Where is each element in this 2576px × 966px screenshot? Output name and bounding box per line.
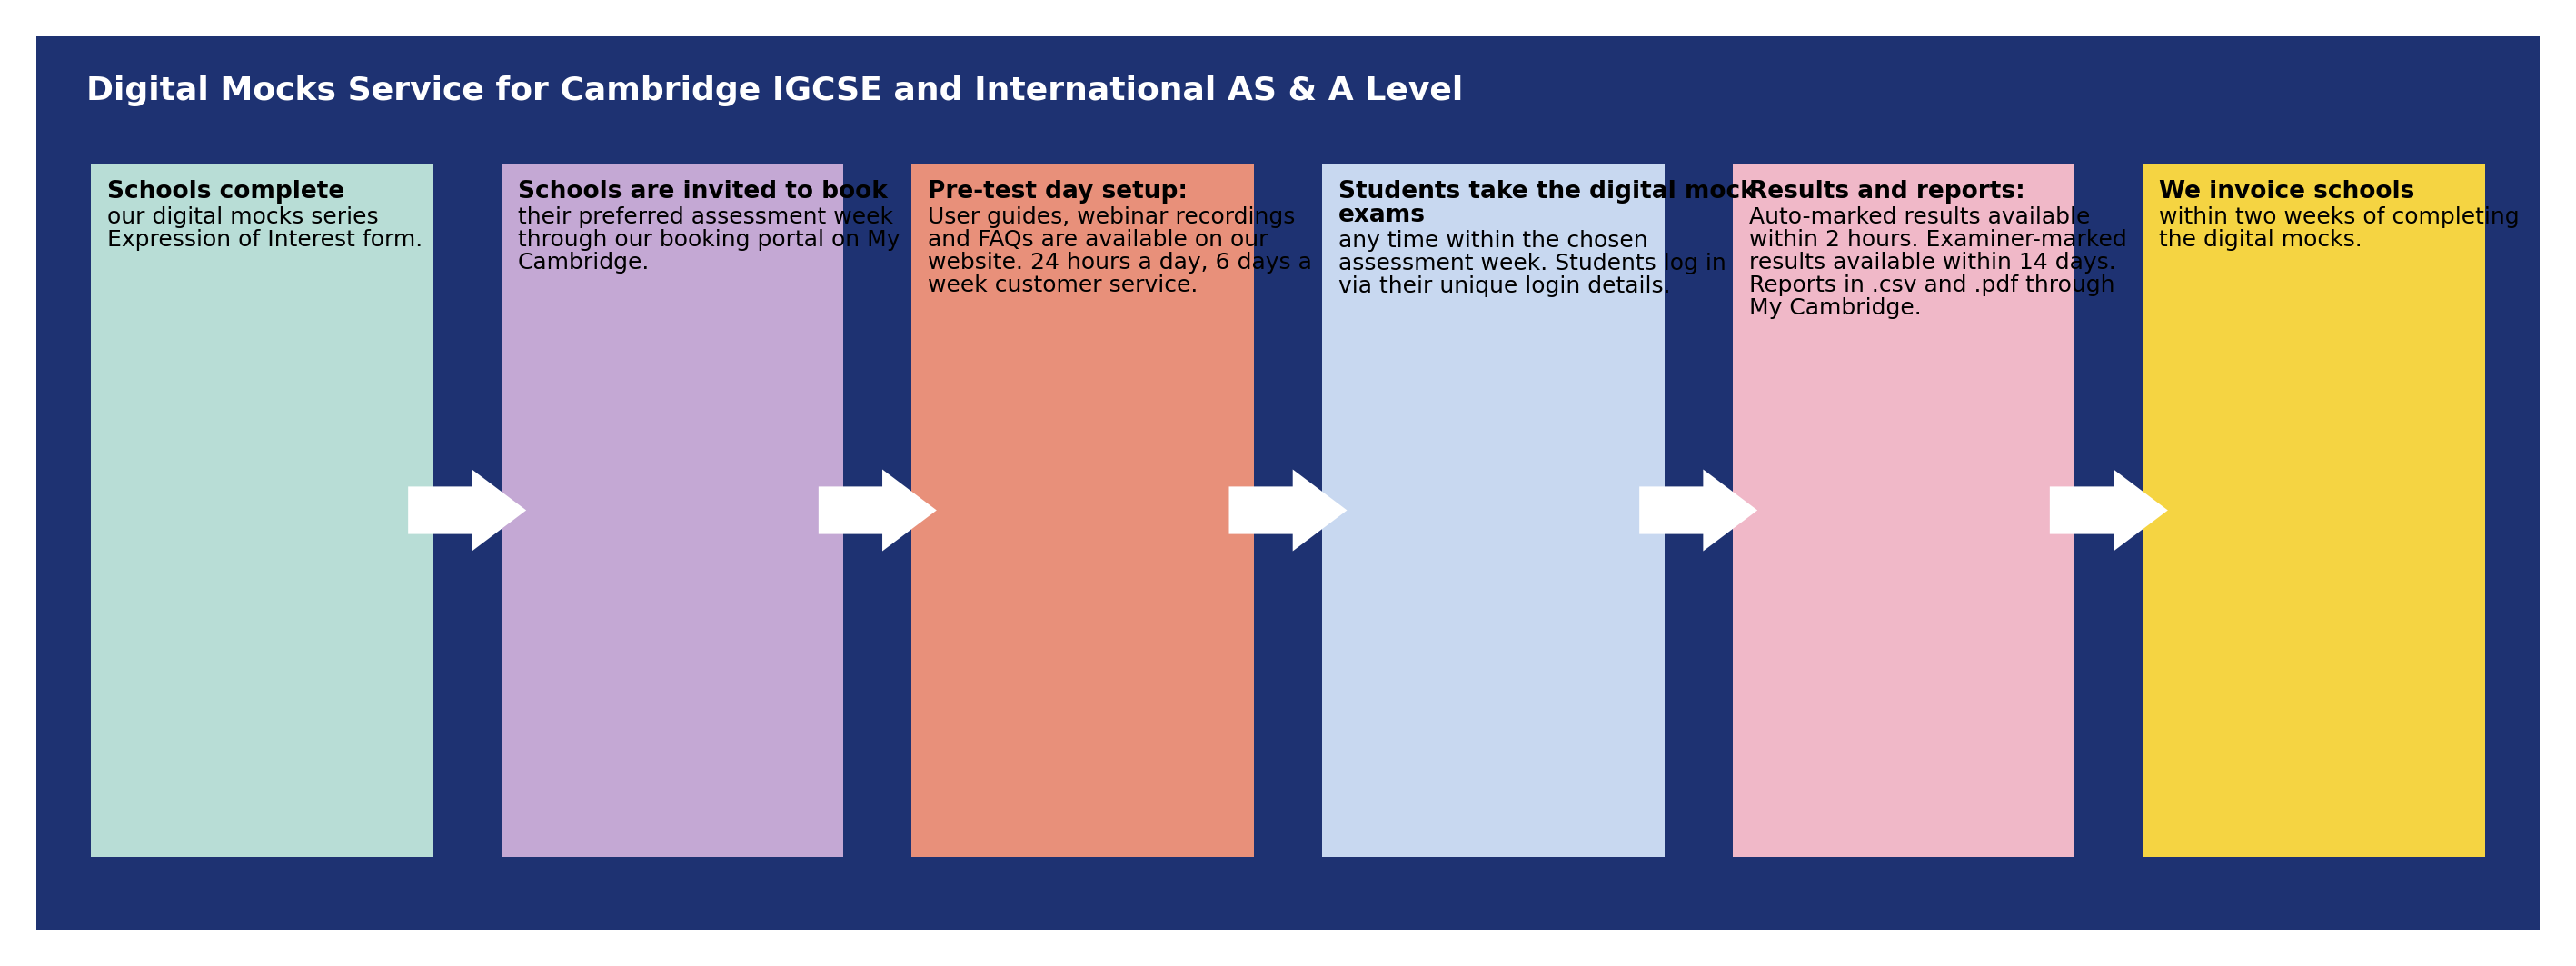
Text: week customer service.: week customer service.: [927, 274, 1198, 297]
Text: Cambridge.: Cambridge.: [518, 252, 649, 273]
Text: Schools complete: Schools complete: [108, 180, 345, 204]
Text: Pre-test day setup:: Pre-test day setup:: [927, 180, 1188, 204]
Polygon shape: [1229, 469, 1347, 552]
FancyBboxPatch shape: [1734, 163, 2074, 857]
FancyBboxPatch shape: [1321, 163, 1664, 857]
Text: within 2 hours. Examiner-marked: within 2 hours. Examiner-marked: [1749, 229, 2128, 251]
Text: Expression of Interest form.: Expression of Interest form.: [108, 229, 422, 251]
Text: assessment week. Students log in: assessment week. Students log in: [1340, 253, 1726, 274]
Text: Students take the digital mock: Students take the digital mock: [1340, 180, 1757, 204]
Polygon shape: [2050, 469, 2169, 552]
Text: Schools are invited to book: Schools are invited to book: [518, 180, 886, 204]
FancyBboxPatch shape: [502, 163, 842, 857]
Text: website. 24 hours a day, 6 days a: website. 24 hours a day, 6 days a: [927, 252, 1311, 273]
Text: User guides, webinar recordings: User guides, webinar recordings: [927, 207, 1296, 228]
Text: through our booking portal on My: through our booking portal on My: [518, 229, 899, 251]
Text: via their unique login details.: via their unique login details.: [1340, 275, 1672, 298]
Polygon shape: [819, 469, 938, 552]
FancyBboxPatch shape: [912, 163, 1255, 857]
Text: exams: exams: [1340, 204, 1425, 227]
FancyBboxPatch shape: [2143, 163, 2486, 857]
Text: Auto-marked results available: Auto-marked results available: [1749, 207, 2089, 228]
Text: results available within 14 days.: results available within 14 days.: [1749, 252, 2115, 273]
Text: My Cambridge.: My Cambridge.: [1749, 298, 1922, 319]
Text: Results and reports:: Results and reports:: [1749, 180, 2025, 204]
Text: and FAQs are available on our: and FAQs are available on our: [927, 229, 1267, 251]
FancyBboxPatch shape: [36, 37, 2540, 929]
Polygon shape: [407, 469, 526, 552]
Text: We invoice schools: We invoice schools: [2159, 180, 2414, 204]
Text: Digital Mocks Service for Cambridge IGCSE and International AS & A Level: Digital Mocks Service for Cambridge IGCS…: [88, 75, 1463, 106]
Text: Reports in .csv and .pdf through: Reports in .csv and .pdf through: [1749, 274, 2115, 297]
FancyBboxPatch shape: [90, 163, 433, 857]
Text: any time within the chosen: any time within the chosen: [1340, 230, 1649, 252]
Text: their preferred assessment week: their preferred assessment week: [518, 207, 894, 228]
Text: our digital mocks series: our digital mocks series: [108, 207, 379, 228]
Text: within two weeks of completing: within two weeks of completing: [2159, 207, 2519, 228]
Polygon shape: [1638, 469, 1757, 552]
Text: the digital mocks.: the digital mocks.: [2159, 229, 2362, 251]
